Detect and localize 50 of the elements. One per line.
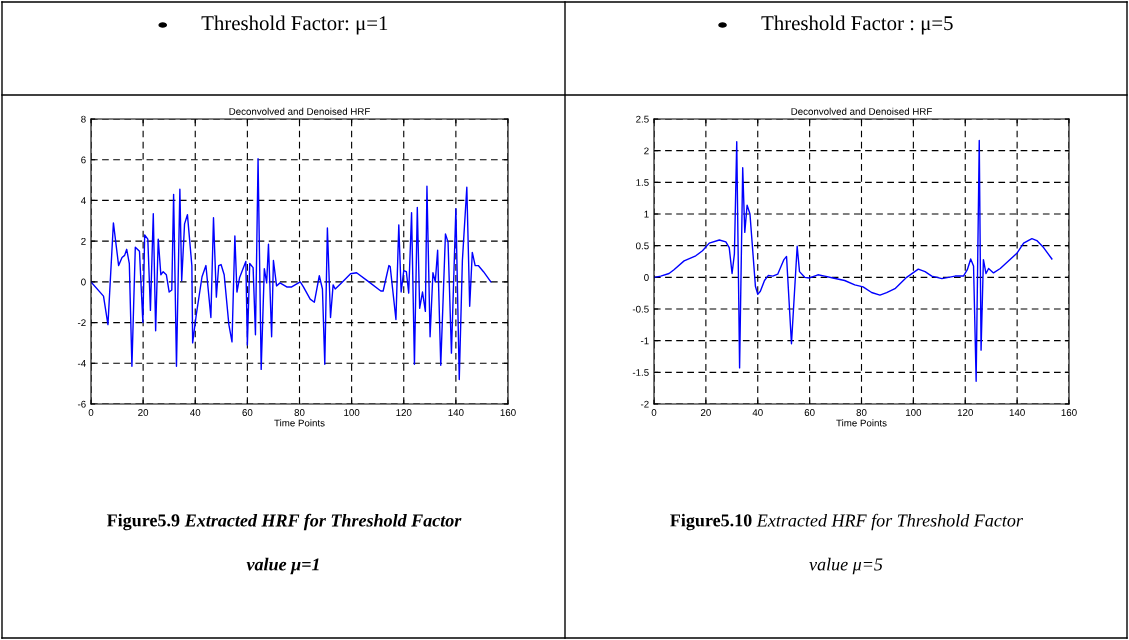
- x-tick-label: 40: [752, 409, 763, 416]
- x-tick-label: 40: [190, 409, 201, 416]
- y-tick-label: 2: [644, 147, 649, 155]
- y-tick-label: -1: [640, 337, 649, 345]
- x-tick-label: 60: [804, 409, 815, 416]
- y-tick-label: 4: [80, 197, 86, 204]
- x-tick-label: 80: [294, 409, 305, 416]
- x-axis-title: Time Points: [274, 419, 325, 427]
- y-tick-label: 1.5: [636, 179, 649, 186]
- text: value μ=1: [246, 557, 319, 575]
- y-tick-label: -1.5: [632, 369, 649, 376]
- x-tick-label: 120: [957, 409, 973, 416]
- line-series: [91, 158, 492, 381]
- x-tick-label: 140: [1009, 409, 1025, 416]
- x-axis-title: Time Points: [836, 419, 887, 427]
- x-tick-label: 20: [700, 409, 711, 416]
- y-tick-label: 1: [644, 210, 649, 218]
- x-tick-label: 140: [448, 409, 464, 416]
- x-tick-label: 0: [88, 409, 94, 416]
- text: Threshold Factor: μ=1: [201, 15, 388, 35]
- y-tick-label: 2: [81, 237, 86, 245]
- text: Threshold Factor : μ=5: [761, 15, 953, 35]
- x-tick-label: 0: [651, 409, 657, 416]
- y-tick-label: 6: [81, 156, 86, 164]
- y-tick-label: 0.5: [636, 242, 649, 250]
- caption: Figure5.9: [106, 513, 180, 531]
- text: Extracted HRF for Threshold Factor: [184, 513, 462, 531]
- line-series: [654, 139, 1053, 382]
- x-tick-label: 20: [138, 409, 149, 416]
- y-tick-label: -2: [640, 400, 649, 408]
- y-tick-label: 0: [644, 274, 649, 281]
- y-tick-label: -6: [77, 400, 86, 408]
- x-tick-label: 100: [906, 409, 922, 416]
- chart-title: Deconvolved and Denoised HRF: [791, 107, 932, 115]
- y-tick-label: -2: [77, 319, 86, 327]
- y-tick-label: 0: [81, 278, 86, 286]
- text: value μ=5: [809, 557, 883, 575]
- y-tick-label: -4: [77, 360, 86, 367]
- caption: Figure5.10: [670, 513, 752, 531]
- chart-title: Deconvolved and Denoised HRF: [229, 107, 370, 115]
- y-tick-label: -0.5: [632, 305, 649, 313]
- y-tick-label: 2.5: [636, 115, 649, 123]
- y-tick-label: 8: [81, 115, 86, 123]
- x-tick-label: 100: [344, 409, 360, 416]
- x-tick-label: 120: [396, 409, 412, 416]
- x-tick-label: 160: [1061, 409, 1077, 416]
- text: Extracted HRF for Threshold Factor: [756, 513, 1023, 531]
- x-tick-label: 60: [242, 409, 253, 416]
- x-tick-label: 80: [856, 409, 867, 416]
- x-tick-label: 160: [500, 409, 516, 416]
